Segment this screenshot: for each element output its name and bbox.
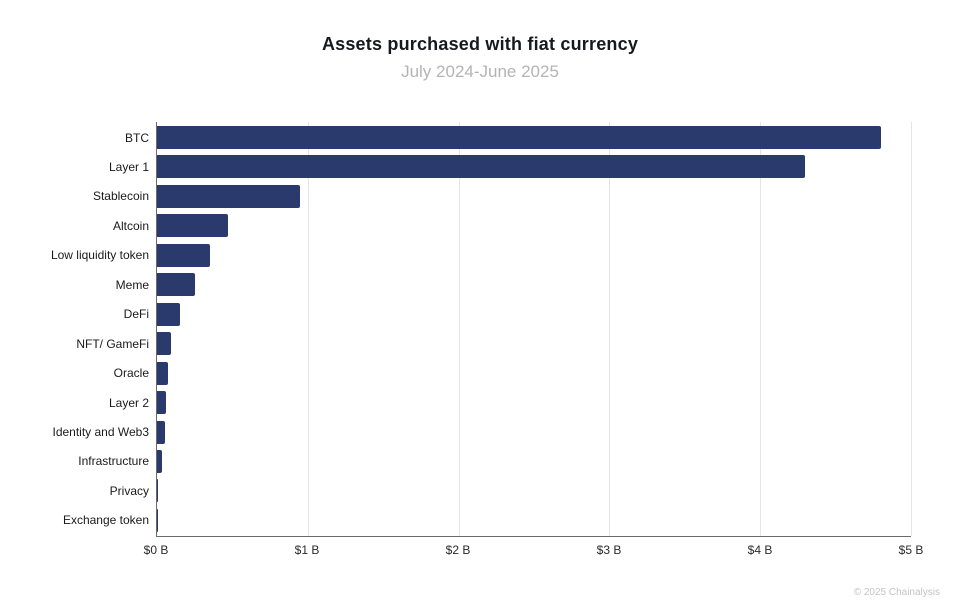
x-tick-label: $3 B: [596, 543, 622, 557]
bar-row: Layer 2: [109, 391, 911, 415]
category-label: Stablecoin: [92, 189, 149, 204]
category-label: Infrastructure: [78, 454, 149, 469]
category-label: Oracle: [113, 366, 149, 381]
category-label: Low liquidity token: [50, 248, 149, 263]
gridline-5b: [911, 122, 912, 536]
bar-oracle: [157, 361, 168, 385]
gridline-4b: [760, 122, 762, 536]
bar-low-liquidity-token: [157, 243, 210, 267]
category-label: Identity and Web3: [52, 425, 149, 440]
attribution-text: © 2025 Chainalysis: [853, 587, 940, 598]
bar-nft-gamefi: [157, 332, 171, 356]
category-label: Layer 1: [108, 159, 149, 174]
category-label: Privacy: [109, 483, 149, 498]
bar-identity-and-web3: [157, 420, 165, 444]
bar-defi: [157, 302, 180, 326]
bar-row: Meme: [116, 273, 911, 297]
bar-infrastructure: [157, 449, 162, 473]
x-axis: $0 B $1 B $2 B $3 B $4 B $5 B: [144, 543, 924, 559]
category-label: Exchange token: [62, 513, 149, 528]
bar-row: Identity and Web3: [52, 420, 911, 444]
bar-privacy: [157, 479, 158, 503]
bar-row: Low liquidity token: [51, 243, 911, 267]
bar-layer-2: [157, 391, 167, 415]
chart-header: Assets purchased with fiat currency July…: [0, 34, 960, 82]
bar-btc: [157, 126, 881, 149]
category-label: NFT/ GameFi: [76, 336, 149, 351]
bar-row: Privacy: [110, 479, 911, 503]
bar-rows: BTC Layer 1 Stablecoin Altcoin Low liqui…: [51, 122, 911, 536]
plot-area: BTC Layer 1 Stablecoin Altcoin Low liqui…: [51, 122, 912, 537]
category-label: DeFi: [123, 307, 149, 322]
bar-row: Stablecoin: [93, 184, 911, 208]
bar-row: BTC: [125, 126, 911, 149]
bar-row: Layer 1: [109, 155, 911, 179]
bar-row: Infrastructure: [78, 449, 911, 473]
bar-stablecoin: [157, 184, 301, 208]
bar-altcoin: [157, 214, 228, 238]
chart-subtitle: July 2024-June 2025: [401, 62, 559, 81]
bar-row: NFT/ GameFi: [76, 332, 911, 356]
gridline-2b: [458, 122, 460, 536]
bar-row: DeFi: [124, 302, 911, 326]
x-tick-label: $4 B: [747, 543, 773, 557]
chart-title: Assets purchased with fiat currency: [321, 34, 639, 54]
gridline-3b: [609, 122, 611, 536]
category-label: Altcoin: [112, 218, 149, 233]
x-tick-label: $0 B: [143, 543, 169, 557]
category-label: BTC: [125, 130, 149, 145]
bar-row: Oracle: [114, 361, 911, 385]
category-label: Layer 2: [108, 395, 149, 410]
category-label: Meme: [115, 277, 149, 292]
bar-meme: [157, 273, 195, 297]
x-tick-label: $5 B: [898, 543, 924, 557]
bar-row: Exchange token: [63, 508, 911, 532]
x-tick-label: $1 B: [294, 543, 320, 557]
bar-exchange-token: [157, 508, 158, 532]
bar-row: Altcoin: [113, 214, 911, 238]
gridline-1b: [307, 122, 309, 536]
bar-layer-1: [157, 155, 806, 179]
x-tick-label: $2 B: [445, 543, 471, 557]
